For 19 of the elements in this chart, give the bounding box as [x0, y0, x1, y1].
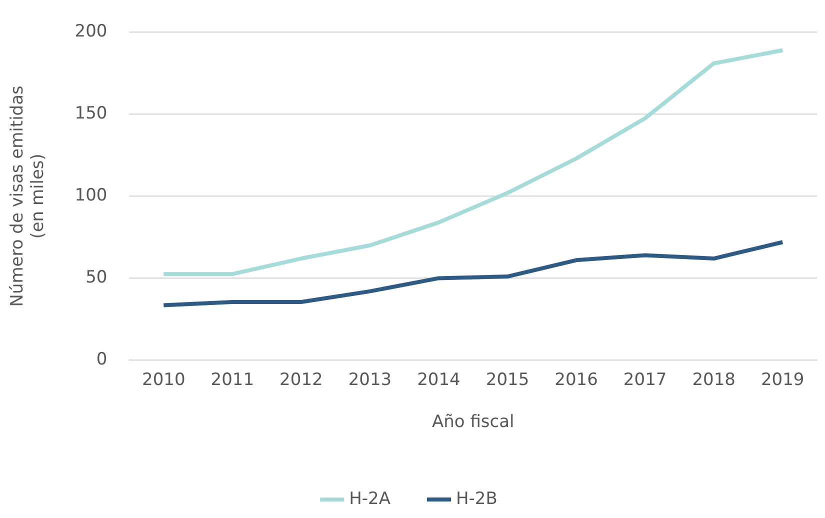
- y-tick-label: 150: [74, 104, 108, 124]
- x-tick-label: 2018: [692, 370, 736, 390]
- y-tick-label: 100: [74, 186, 108, 206]
- x-tick-label: 2017: [623, 370, 667, 390]
- x-tick-label: 2012: [280, 370, 323, 390]
- legend-label: H-2B: [456, 488, 498, 509]
- legend-label: H-2A: [349, 488, 391, 509]
- x-tick-label: 2019: [760, 370, 804, 390]
- x-tick-label: 2013: [348, 370, 392, 390]
- y-axis-title: Número de visas emitidas (en miles): [8, 86, 48, 307]
- x-tick-label: 2011: [210, 370, 254, 390]
- x-axis-title: Año fiscal: [432, 412, 514, 432]
- x-tick-label: 2010: [142, 370, 186, 390]
- y-tick-label: 0: [96, 350, 108, 370]
- x-tick-label: 2014: [417, 370, 460, 390]
- x-tick-label: 2015: [486, 370, 530, 390]
- y-tick-label: 50: [86, 268, 108, 288]
- x-tick-label: 2016: [554, 370, 598, 390]
- y-tick-label: 200: [74, 22, 108, 42]
